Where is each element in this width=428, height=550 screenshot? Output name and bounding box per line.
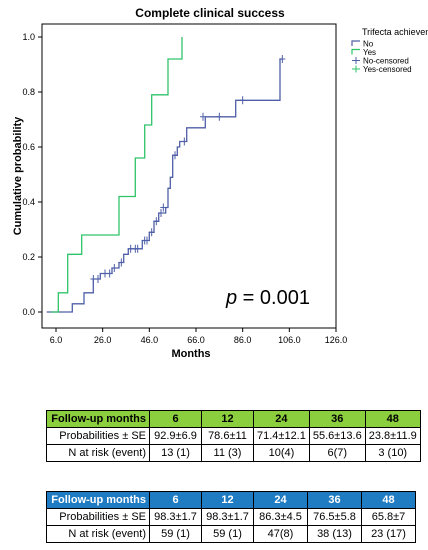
censor-mark-no — [216, 112, 223, 121]
month-cell: 24 — [253, 410, 310, 428]
probabilities-label: Probabilities ± SE — [46, 508, 150, 526]
censor-mark-no — [239, 96, 246, 105]
legend-title: Trifecta achievement — [362, 27, 428, 37]
probability-cell: 23.8±11.9 — [364, 427, 421, 445]
y-tick-label: 1.0 — [22, 32, 35, 42]
legend-swatch — [351, 48, 360, 55]
x-axis-label: Months — [171, 348, 210, 360]
legend-swatch — [352, 65, 360, 73]
month-cell: 6 — [149, 491, 202, 509]
censor-mark-no — [118, 258, 125, 267]
censor-mark-no — [153, 217, 160, 226]
legend-swatch — [351, 40, 360, 46]
km-chart: Complete clinical success 0.00.20.40.60.… — [12, 6, 428, 360]
chart-title: Complete clinical success — [135, 6, 285, 20]
p-value-annotation: p = 0.001 — [225, 287, 310, 309]
censor-mark-no — [95, 275, 101, 283]
trifecta-yes-table: Follow-up months 6 12 24 36 48 Probabili… — [46, 410, 421, 462]
censor-mark-no — [160, 203, 167, 212]
month-cell: 12 — [201, 491, 254, 509]
table-row: N at risk (event) 59 (1) 59 (1) 47(8) 38… — [46, 525, 416, 543]
probability-cell: 71.4±12.1 — [253, 427, 310, 445]
table-row: Probabilities ± SE 92.9±6.9 78.6±11 71.4… — [46, 427, 421, 445]
y-tick-label: 0.8 — [22, 87, 35, 97]
y-tick-label: 0.6 — [22, 142, 35, 152]
month-cell: 36 — [308, 410, 366, 428]
x-tick-label: 66.0 — [187, 335, 205, 345]
at-risk-cell: 38 (13) — [307, 525, 362, 543]
at-risk-cell: 11 (3) — [201, 444, 254, 462]
censor-mark-no — [106, 269, 113, 278]
probabilities-label: Probabilities ± SE — [46, 427, 150, 445]
y-axis-label: Cumulative probability — [12, 116, 24, 235]
plot-area — [41, 23, 337, 329]
x-tick-label: 86.0 — [234, 335, 252, 345]
at-risk-cell: 3 (10) — [364, 444, 421, 462]
header-label: Follow-up months — [46, 491, 150, 509]
censor-mark-no — [158, 209, 164, 217]
probability-cell: 92.9±6.9 — [149, 427, 202, 445]
censor-mark-no — [134, 244, 141, 253]
y-tick-label: 0.2 — [22, 252, 35, 262]
month-cell: 48 — [364, 410, 421, 428]
p-value-label: p — [225, 287, 237, 309]
legend-entry: No-censored — [363, 57, 409, 66]
probability-cell: 98.3±1.7 — [149, 508, 202, 526]
probability-cell: 86.3±4.5 — [253, 508, 308, 526]
month-cell: 36 — [307, 491, 362, 509]
x-tick-label: 6.0 — [50, 335, 63, 345]
at-risk-label: N at risk (event) — [46, 525, 150, 543]
month-cell: 6 — [149, 410, 202, 428]
censor-mark-no — [200, 112, 206, 121]
series-line-no — [46, 58, 283, 313]
legend: Trifecta achievement NoYesNo-censoredYes… — [351, 27, 428, 74]
probability-cell: 78.6±11 — [201, 427, 254, 445]
probability-cell: 55.6±13.6 — [308, 427, 366, 445]
censor-mark-no — [111, 264, 118, 272]
censor-mark-no — [181, 137, 188, 146]
at-risk-cell: 13 (1) — [149, 444, 202, 462]
month-cell: 12 — [201, 410, 254, 428]
x-tick-label: 126.0 — [325, 335, 348, 345]
legend-entry: Yes — [363, 48, 376, 57]
p-value-text: = 0.001 — [237, 287, 310, 309]
x-tick-label: 26.0 — [94, 335, 112, 345]
censor-mark-no — [172, 151, 178, 160]
at-risk-cell: 6(7) — [308, 444, 366, 462]
header-label: Follow-up months — [46, 410, 150, 428]
censor-mark-no — [279, 55, 286, 63]
probability-cell: 65.8±7 — [361, 508, 416, 526]
at-risk-label: N at risk (event) — [46, 444, 150, 462]
y-tick-label: 0.0 — [22, 307, 35, 317]
month-cell: 24 — [253, 491, 308, 509]
at-risk-cell: 59 (1) — [149, 525, 202, 543]
x-tick-label: 106.0 — [278, 335, 301, 345]
x-axis: 6.0 26.0 46.0 66.0 86.0 106.0 126.0 — [50, 328, 348, 345]
probability-cell: 76.5±5.8 — [307, 508, 362, 526]
at-risk-cell: 59 (1) — [201, 525, 254, 543]
series-line-yes — [51, 37, 183, 313]
at-risk-cell: 10(4) — [253, 444, 310, 462]
y-axis: 0.0 0.2 0.4 0.6 0.8 1.0 — [22, 32, 42, 317]
censor-mark-no — [144, 236, 150, 245]
at-risk-cell: 47(8) — [253, 525, 308, 543]
y-tick-label: 0.4 — [22, 197, 35, 207]
table-row: Follow-up months 6 12 24 36 48 — [46, 410, 421, 428]
legend-entry: No — [363, 40, 374, 49]
censor-mark-no — [148, 228, 155, 237]
legend-swatch — [352, 57, 360, 64]
table-row: Follow-up months 6 12 24 36 48 — [46, 491, 416, 509]
table-row: Probabilities ± SE 98.3±1.7 98.3±1.7 86.… — [46, 508, 416, 526]
probability-cell: 98.3±1.7 — [201, 508, 254, 526]
trifecta-no-table: Follow-up months 6 12 24 36 48 Probabili… — [46, 491, 416, 543]
legend-entry: Yes-censored — [363, 65, 412, 74]
x-tick-label: 46.0 — [141, 335, 159, 345]
month-cell: 48 — [361, 491, 416, 509]
table-row: N at risk (event) 13 (1) 11 (3) 10(4) 6(… — [46, 444, 421, 462]
at-risk-cell: 23 (17) — [361, 525, 416, 543]
series-layer — [46, 37, 286, 313]
